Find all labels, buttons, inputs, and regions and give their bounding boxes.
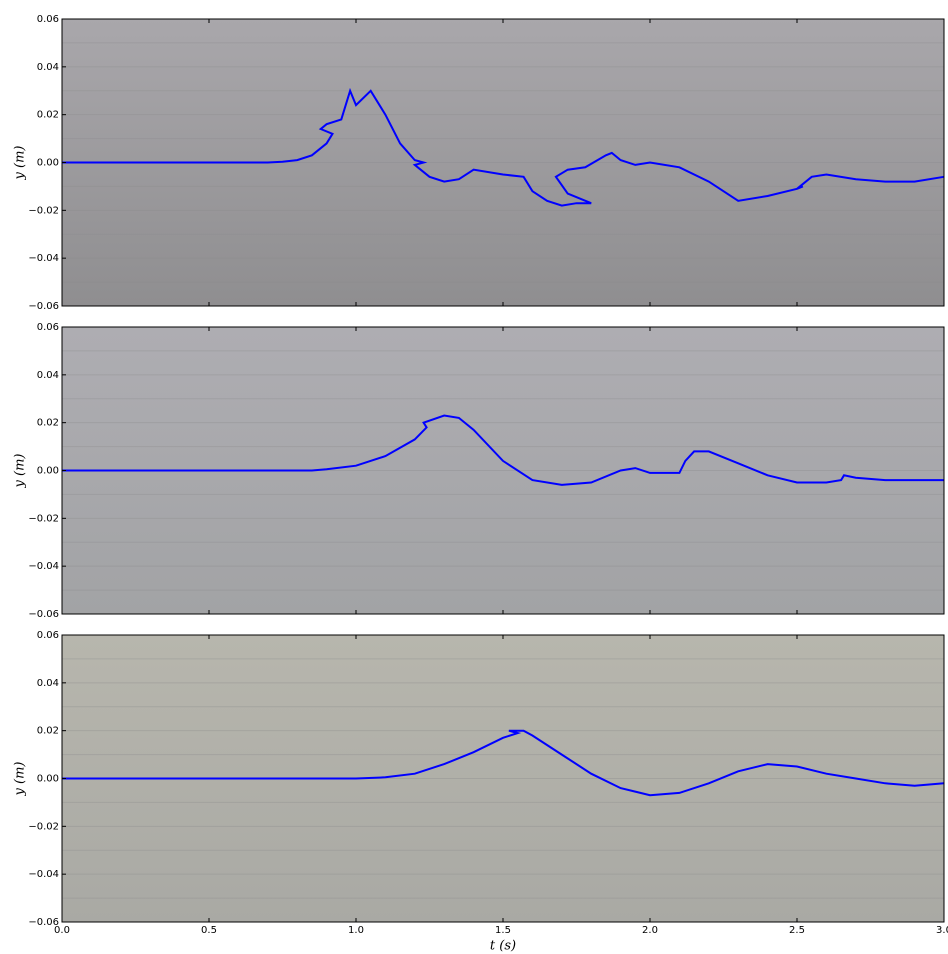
x-tick-label: 3.0 [936, 925, 948, 936]
y-tick-label: −0.04 [28, 561, 59, 572]
x-tick-label: 0.5 [201, 925, 217, 936]
y-tick-label: 0.02 [37, 726, 59, 737]
x-tick-label: 0.0 [54, 925, 70, 936]
y-tick-label: 0.06 [37, 14, 59, 25]
y-tick-label: −0.04 [28, 253, 59, 264]
y-tick-label: 0.04 [37, 370, 59, 381]
y-tick-label: 0.00 [37, 158, 59, 169]
y-tick-label: 0.00 [37, 466, 59, 477]
y-tick-label: −0.06 [28, 301, 59, 312]
y-tick-label: −0.06 [28, 917, 59, 928]
y-tick-label: 0.00 [37, 774, 59, 785]
y-axis-label: y (m) [13, 146, 28, 181]
x-tick-label: 1.5 [495, 925, 511, 936]
data-line [62, 729, 945, 797]
y-tick-label: −0.04 [28, 869, 59, 880]
x-tick-label: 2.0 [642, 925, 658, 936]
y-tick-label: −0.02 [28, 513, 59, 524]
y-axis-label: y (m) [13, 762, 28, 797]
x-axis-label: t (s) [490, 939, 516, 954]
y-tick-label: 0.02 [37, 110, 59, 121]
y-tick-label: 0.02 [37, 418, 59, 429]
y-tick-label: −0.02 [28, 205, 59, 216]
y-tick-label: −0.02 [28, 821, 59, 832]
y-tick-label: 0.06 [37, 630, 59, 641]
y-axis-label: y (m) [13, 454, 28, 489]
x-tick-label: 2.5 [789, 925, 805, 936]
y-tick-label: 0.04 [37, 678, 59, 689]
data-line [62, 87, 945, 207]
y-tick-label: −0.06 [28, 609, 59, 620]
data-line [62, 414, 944, 486]
y-tick-label: 0.06 [37, 322, 59, 333]
x-tick-label: 1.0 [348, 925, 364, 936]
y-tick-label: 0.04 [37, 62, 59, 73]
